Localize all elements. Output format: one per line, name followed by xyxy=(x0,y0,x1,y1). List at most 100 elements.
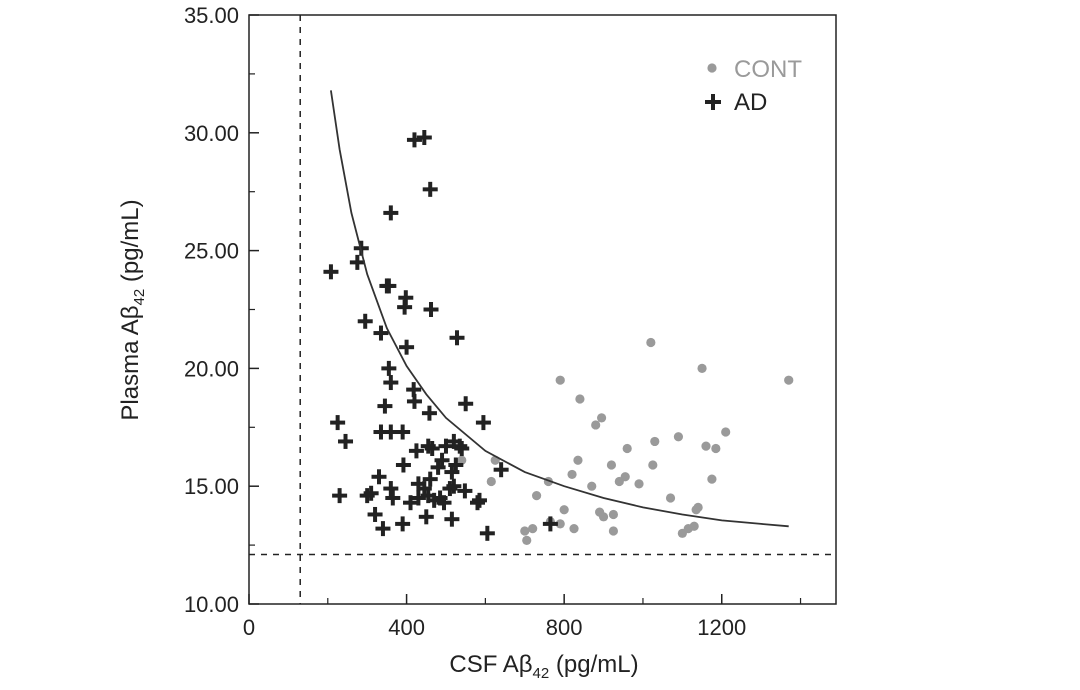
ad-point-v xyxy=(380,521,385,537)
ad-point xyxy=(408,443,424,459)
reference-lines xyxy=(249,15,836,604)
ad-point-v xyxy=(499,462,504,478)
cont-point xyxy=(721,427,731,437)
ad-point xyxy=(357,313,373,329)
ad-point-v xyxy=(449,464,454,480)
ad-point-v xyxy=(455,330,460,346)
ad-point xyxy=(359,488,375,504)
ad-point-v xyxy=(416,476,421,492)
ad-point-v xyxy=(443,438,448,454)
data-points xyxy=(323,130,794,545)
ad-point-v xyxy=(548,516,553,532)
ad-point xyxy=(406,382,422,398)
ad-point-v xyxy=(485,525,490,541)
ad-point-v xyxy=(427,405,432,421)
ad-point-v xyxy=(416,490,421,506)
ad-point-v xyxy=(402,299,407,315)
ad-point-v xyxy=(386,278,391,294)
cont-point xyxy=(555,375,565,385)
ad-point xyxy=(397,299,413,315)
ad-point-v xyxy=(426,488,431,504)
cont-point xyxy=(701,441,711,451)
cont-point xyxy=(591,420,601,430)
ad-point xyxy=(383,424,399,440)
ad-point xyxy=(418,509,434,525)
cont-point xyxy=(531,491,542,501)
ad-point-v xyxy=(386,360,391,376)
legend-cont-label: CONT xyxy=(734,56,802,83)
ad-point xyxy=(475,415,491,431)
ad-point-v xyxy=(426,438,431,454)
cont-point xyxy=(522,535,532,545)
ad-point-v xyxy=(477,492,482,508)
x-axis-title: CSF Aβ42 (pg/mL) xyxy=(449,651,638,682)
cont-point xyxy=(567,469,577,480)
ad-point-v xyxy=(328,264,333,280)
ad-point xyxy=(444,464,460,480)
ad-point xyxy=(436,495,452,511)
ad-point-v xyxy=(363,313,368,329)
cont-point xyxy=(693,502,703,513)
ad-point xyxy=(448,457,464,473)
ad-point xyxy=(426,492,442,508)
ad-point xyxy=(323,264,339,280)
ad-point-v xyxy=(459,441,464,457)
ad-point xyxy=(381,360,397,376)
ad-point xyxy=(403,495,419,511)
ad-point xyxy=(398,290,414,306)
x-tick-label: 0 xyxy=(243,615,255,640)
cont-point xyxy=(646,337,656,348)
cont-point xyxy=(784,375,794,385)
cont-point xyxy=(634,479,644,489)
cont-point xyxy=(608,526,619,536)
y-tick-label: 20.00 xyxy=(184,356,239,381)
ad-point-v xyxy=(438,490,443,506)
ad-point xyxy=(422,181,438,197)
cont-point xyxy=(697,363,707,373)
ad-point xyxy=(383,481,399,497)
ad-point-v xyxy=(400,516,405,532)
ad-point-v xyxy=(451,433,456,449)
ad-point xyxy=(446,478,462,494)
ad-point-v xyxy=(378,325,383,341)
ad-point-v xyxy=(388,424,393,440)
ad-point-v xyxy=(428,471,433,487)
ad-point-v xyxy=(428,181,433,197)
cont-point xyxy=(665,493,676,503)
ad-point xyxy=(430,459,446,475)
y-axis-title: Plasma Aβ42 (pg/mL) xyxy=(117,199,148,420)
ad-point xyxy=(371,469,387,485)
ad-point xyxy=(367,506,383,522)
ad-point-v xyxy=(432,492,437,508)
ad-point xyxy=(446,433,462,449)
y-tick-label: 30.00 xyxy=(184,121,239,146)
ad-point xyxy=(449,330,465,346)
ad-point xyxy=(423,302,439,317)
ad-point-v xyxy=(365,488,370,504)
ad-point xyxy=(330,415,346,431)
ad-point xyxy=(442,481,458,497)
ad-point xyxy=(454,441,470,457)
ad-point-v xyxy=(355,254,360,270)
cont-point xyxy=(648,460,658,470)
y-tick-label: 15.00 xyxy=(184,474,239,499)
ad-point xyxy=(385,490,401,506)
ad-point-v xyxy=(412,393,417,409)
ad-point xyxy=(479,525,495,541)
ad-point-v xyxy=(462,483,467,499)
ad-point xyxy=(349,254,365,270)
cont-point xyxy=(606,460,617,470)
cont-point xyxy=(608,509,619,520)
fit-curve xyxy=(330,90,789,528)
ad-point xyxy=(471,492,487,508)
ad-point xyxy=(434,452,450,468)
cont-point xyxy=(650,436,660,447)
cont-point xyxy=(555,519,565,529)
ad-point xyxy=(406,393,422,409)
ad-point-v xyxy=(453,457,458,473)
cont-point xyxy=(486,476,496,487)
ad-point xyxy=(375,521,391,537)
cont-point xyxy=(569,524,579,534)
ad-point-v xyxy=(373,506,378,522)
